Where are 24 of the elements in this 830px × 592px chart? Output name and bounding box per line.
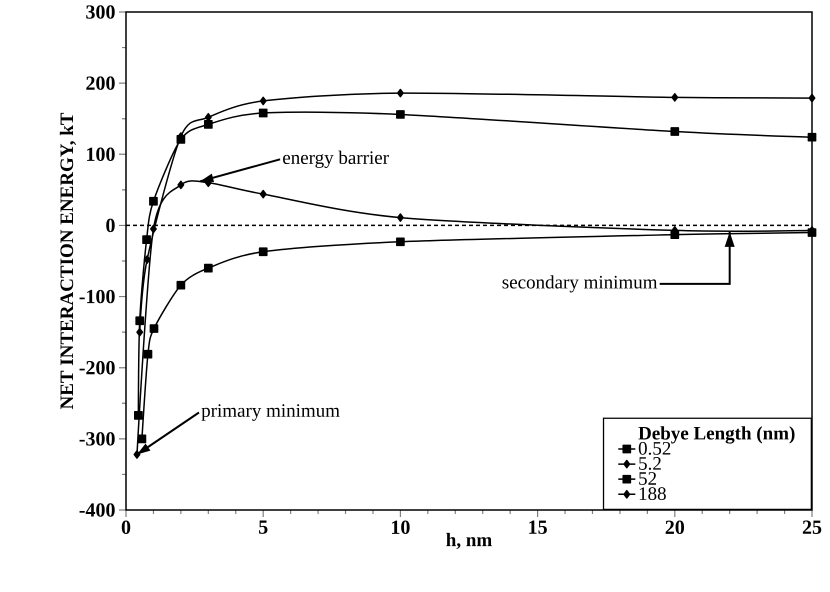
x-tick-label: 10 <box>392 520 410 534</box>
x-tick-label: 25 <box>802 520 822 534</box>
annotation: primary minimum <box>201 404 340 421</box>
annotation: secondary minimum <box>502 275 658 292</box>
x-tick-label: 5 <box>259 520 268 534</box>
x-tick-label: 15 <box>529 520 547 534</box>
y-tick-label: 100 <box>87 148 115 162</box>
legend-label: 52 <box>639 472 656 485</box>
x-tick-label: 20 <box>666 520 684 534</box>
legend-title: Debye Length (nm) <box>638 426 795 444</box>
legend-label: 188 <box>640 487 666 500</box>
y-tick-label: 200 <box>86 76 115 90</box>
y-tick-label: -200 <box>80 360 115 374</box>
legend-label: 0.52 <box>638 442 670 455</box>
y-tick-label: 0 <box>106 218 115 232</box>
x-tick-label: 0 <box>122 520 130 534</box>
x-axis-title: h, nm <box>446 532 492 550</box>
legend-label: 5.2 <box>639 457 661 470</box>
y-tick-label: 300 <box>86 5 115 19</box>
y-tick-label: -300 <box>80 432 115 446</box>
y-axis-title: NET INTERACTION ENERGY, kT <box>60 112 76 410</box>
annotation: energy barrier <box>283 150 389 168</box>
y-tick-label: -400 <box>80 503 115 517</box>
y-tick-label: -100 <box>80 290 115 304</box>
